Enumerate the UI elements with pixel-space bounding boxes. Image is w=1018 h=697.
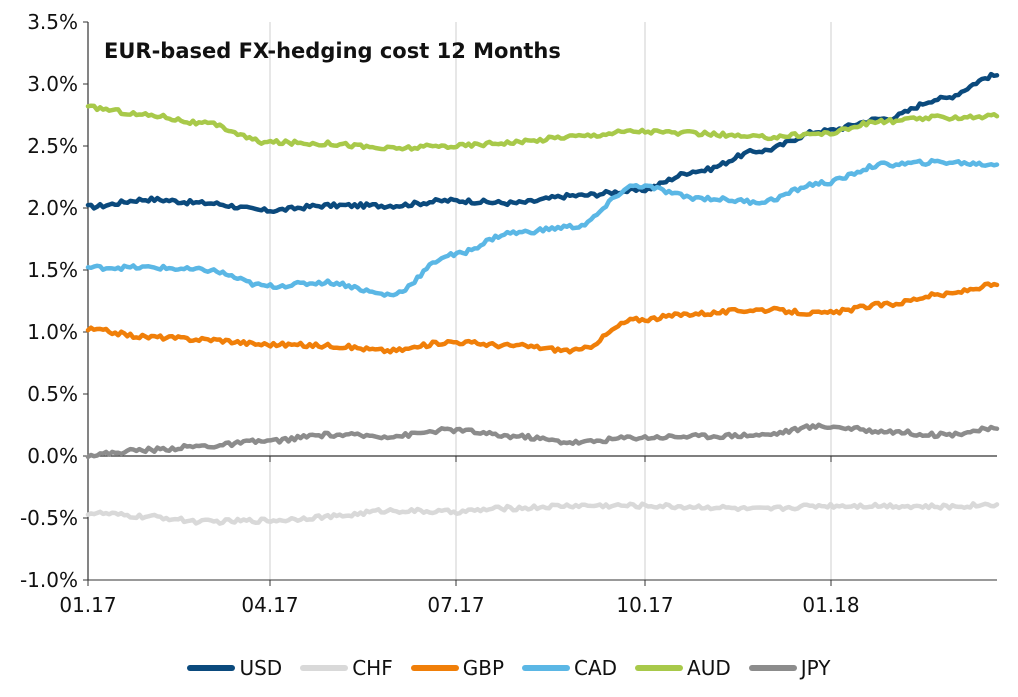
series-lines bbox=[85, 71, 1000, 526]
y-tick-label: 2.5% bbox=[27, 134, 78, 158]
y-tick-label: 0.5% bbox=[27, 382, 78, 406]
legend-swatch bbox=[187, 665, 236, 671]
legend-label: USD bbox=[239, 656, 283, 680]
legend-label: GBP bbox=[462, 656, 504, 680]
series-line-chf bbox=[85, 501, 1000, 526]
chart-title: EUR-based FX-hedging cost 12 Months bbox=[104, 39, 561, 63]
legend-item-cad: CAD bbox=[522, 656, 617, 680]
x-tick-label: 01.18 bbox=[802, 593, 859, 617]
x-tick-label: 10.17 bbox=[616, 593, 673, 617]
y-tick-label: 1.0% bbox=[27, 320, 78, 344]
legend-item-aud: AUD bbox=[635, 656, 731, 680]
legend-item-jpy: JPY bbox=[748, 656, 831, 680]
y-tick-label: -0.5% bbox=[20, 506, 78, 530]
axes bbox=[83, 21, 997, 586]
legend-item-gbp: GBP bbox=[410, 656, 504, 680]
legend-swatch bbox=[522, 665, 570, 671]
x-tick-label: 04.17 bbox=[241, 593, 298, 617]
fx-hedging-chart: 3.5% 3.0% 2.5% 2.0% 1.5% 1.0% 0.5% 0.0% -0.5% -1.… bbox=[20, 10, 1000, 617]
chart-legend: USD CHF GBP CAD AUD JPY bbox=[0, 652, 1018, 684]
series-line-cad bbox=[85, 157, 1000, 298]
legend-label: CAD bbox=[574, 656, 618, 680]
legend-label: JPY bbox=[800, 656, 831, 680]
x-tick-label: 07.17 bbox=[427, 593, 484, 617]
x-tick-label: 01.17 bbox=[59, 593, 116, 617]
series-line-aud bbox=[85, 103, 1000, 152]
legend-label: AUD bbox=[687, 656, 731, 680]
tick-labels: 3.5% 3.0% 2.5% 2.0% 1.5% 1.0% 0.5% 0.0% -0.5% -1.… bbox=[20, 10, 860, 617]
y-tick-label: -1.0% bbox=[20, 568, 78, 592]
legend-swatch bbox=[300, 665, 349, 671]
series-line-gbp bbox=[85, 281, 1000, 355]
legend-item-chf: CHF bbox=[300, 656, 393, 680]
y-tick-label: 2.0% bbox=[27, 196, 78, 220]
series-line-usd bbox=[85, 71, 1000, 215]
y-tick-label: 3.5% bbox=[27, 10, 78, 34]
gridlines bbox=[269, 22, 832, 580]
y-tick-label: 0.0% bbox=[27, 444, 78, 468]
y-tick-label: 1.5% bbox=[27, 258, 78, 282]
legend-label: CHF bbox=[352, 656, 393, 680]
legend-item-usd: USD bbox=[187, 656, 282, 680]
legend-swatch bbox=[748, 665, 797, 671]
series-line-jpy bbox=[85, 422, 1000, 460]
y-tick-label: 3.0% bbox=[27, 72, 78, 96]
legend-swatch bbox=[635, 665, 684, 671]
legend-swatch bbox=[410, 665, 459, 671]
